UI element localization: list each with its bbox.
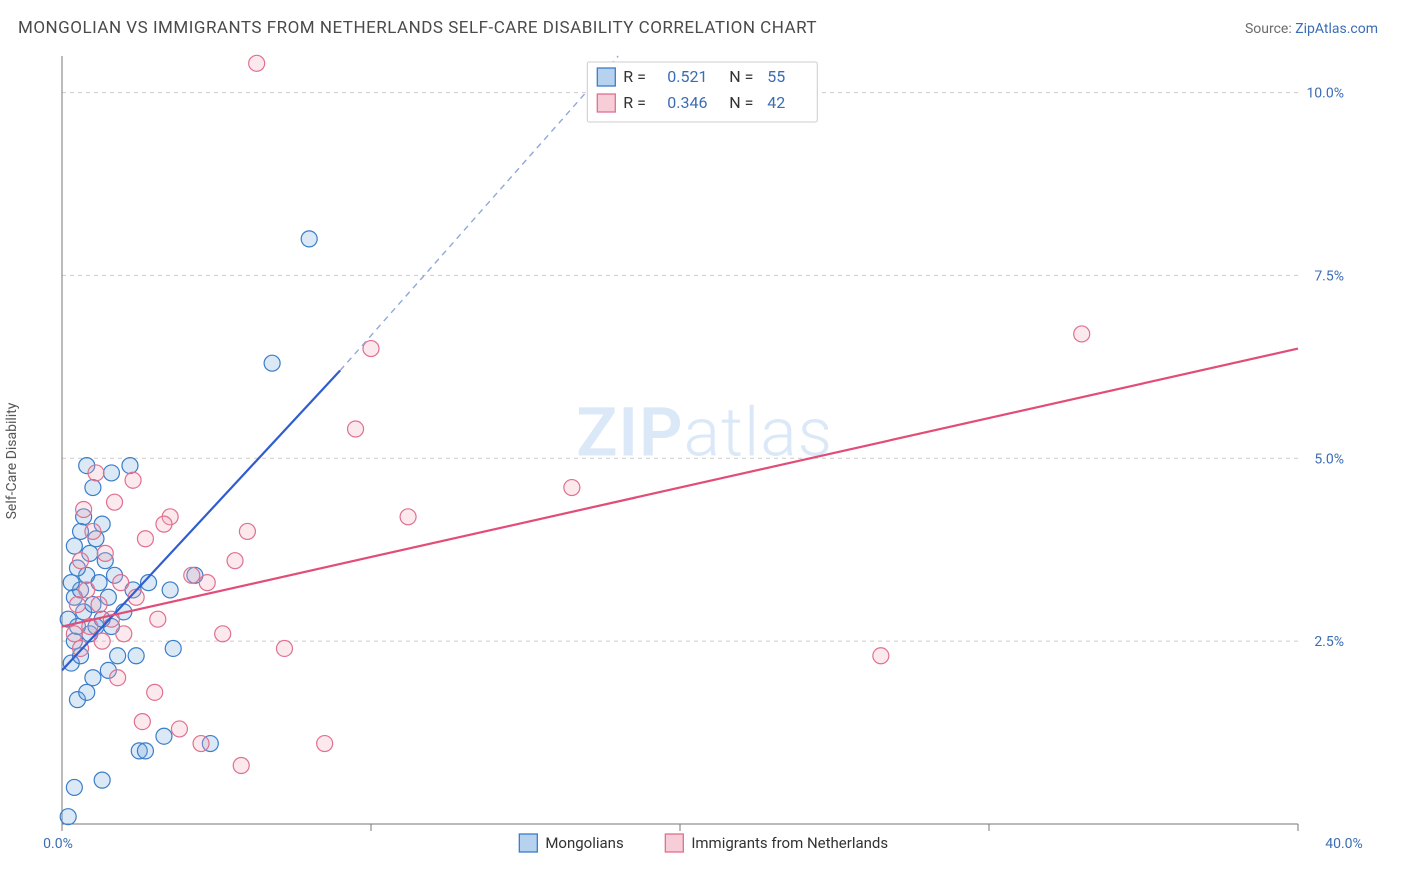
- y-tick-label: 2.5%: [1314, 634, 1344, 650]
- data-point: [150, 611, 166, 627]
- trend-line-netherlands: [62, 349, 1298, 627]
- data-point: [400, 509, 416, 525]
- x-tick-label: 0.0%: [43, 836, 73, 852]
- data-point: [110, 648, 126, 664]
- source-attribution: Source: ZipAtlas.com: [1245, 21, 1378, 37]
- legend-r-value: 0.346: [667, 93, 707, 112]
- legend-swatch: [597, 68, 615, 86]
- data-point: [110, 670, 126, 686]
- legend-label: Immigrants from Netherlands: [691, 834, 888, 852]
- legend-swatch: [519, 834, 537, 852]
- watermark: ZIPatlas: [576, 392, 833, 472]
- data-point: [215, 626, 231, 642]
- data-point: [122, 458, 138, 474]
- page-title: MONGOLIAN VS IMMIGRANTS FROM NETHERLANDS…: [18, 18, 817, 38]
- legend-n-label: N =: [729, 93, 753, 112]
- data-point: [76, 501, 92, 517]
- data-point: [137, 743, 153, 759]
- data-point: [156, 728, 172, 744]
- data-point: [184, 567, 200, 583]
- data-point: [317, 736, 333, 752]
- scatter-chart: 2.5% 5.0% 7.5% 10.0% 0.0% 40.0% ZIPatlas R = 0.5…: [18, 48, 1368, 868]
- trend-line-dashed: [340, 56, 618, 371]
- data-point: [63, 575, 79, 591]
- data-point: [116, 626, 132, 642]
- data-point: [239, 523, 255, 539]
- data-point: [199, 575, 215, 591]
- data-point: [193, 736, 209, 752]
- data-point: [69, 597, 85, 613]
- y-tick-label: 10.0%: [1306, 86, 1344, 102]
- data-point: [60, 809, 76, 825]
- data-point: [249, 55, 265, 71]
- data-point: [79, 582, 95, 598]
- data-point: [79, 684, 95, 700]
- data-point: [94, 772, 110, 788]
- data-point: [113, 575, 129, 591]
- data-point: [134, 714, 150, 730]
- data-point: [125, 472, 141, 488]
- legend-swatch: [597, 94, 615, 112]
- data-point: [233, 757, 249, 773]
- legend-n-label: N =: [729, 67, 753, 86]
- legend-swatch: [665, 834, 683, 852]
- data-point: [66, 538, 82, 554]
- data-point: [91, 597, 107, 613]
- data-point: [162, 582, 178, 598]
- data-point: [564, 480, 580, 496]
- data-point: [128, 648, 144, 664]
- x-tick-label: 40.0%: [1325, 836, 1363, 852]
- data-point: [107, 494, 123, 510]
- source-label: Source:: [1245, 21, 1292, 37]
- data-point: [348, 421, 364, 437]
- legend-r-label: R =: [623, 93, 646, 112]
- data-point: [156, 516, 172, 532]
- data-point: [88, 465, 104, 481]
- legend-label: Mongolians: [545, 834, 623, 852]
- y-axis-label: Self-Care Disability: [4, 403, 20, 520]
- y-tick-label: 7.5%: [1314, 268, 1344, 284]
- data-point: [73, 553, 89, 569]
- data-point: [103, 465, 119, 481]
- data-point: [227, 553, 243, 569]
- data-point: [171, 721, 187, 737]
- data-point: [873, 648, 889, 664]
- data-point: [85, 670, 101, 686]
- data-point: [85, 523, 101, 539]
- data-point: [97, 545, 113, 561]
- data-point: [363, 341, 379, 357]
- legend-n-value: 42: [767, 93, 785, 112]
- data-point: [137, 531, 153, 547]
- legend-r-label: R =: [623, 67, 646, 86]
- data-point: [85, 480, 101, 496]
- data-point: [94, 633, 110, 649]
- source-link[interactable]: ZipAtlas.com: [1295, 21, 1378, 37]
- data-point: [301, 231, 317, 247]
- data-point: [66, 626, 82, 642]
- data-point: [1074, 326, 1090, 342]
- data-point: [147, 684, 163, 700]
- data-point: [66, 779, 82, 795]
- legend-n-value: 55: [767, 67, 785, 86]
- legend-r-value: 0.521: [667, 67, 707, 86]
- y-tick-label: 5.0%: [1314, 451, 1344, 467]
- data-point: [165, 640, 181, 656]
- data-point: [264, 355, 280, 371]
- chart-container: Self-Care Disability 2.5%5.0%7.5%10.0%0.…: [18, 48, 1388, 874]
- data-point: [276, 640, 292, 656]
